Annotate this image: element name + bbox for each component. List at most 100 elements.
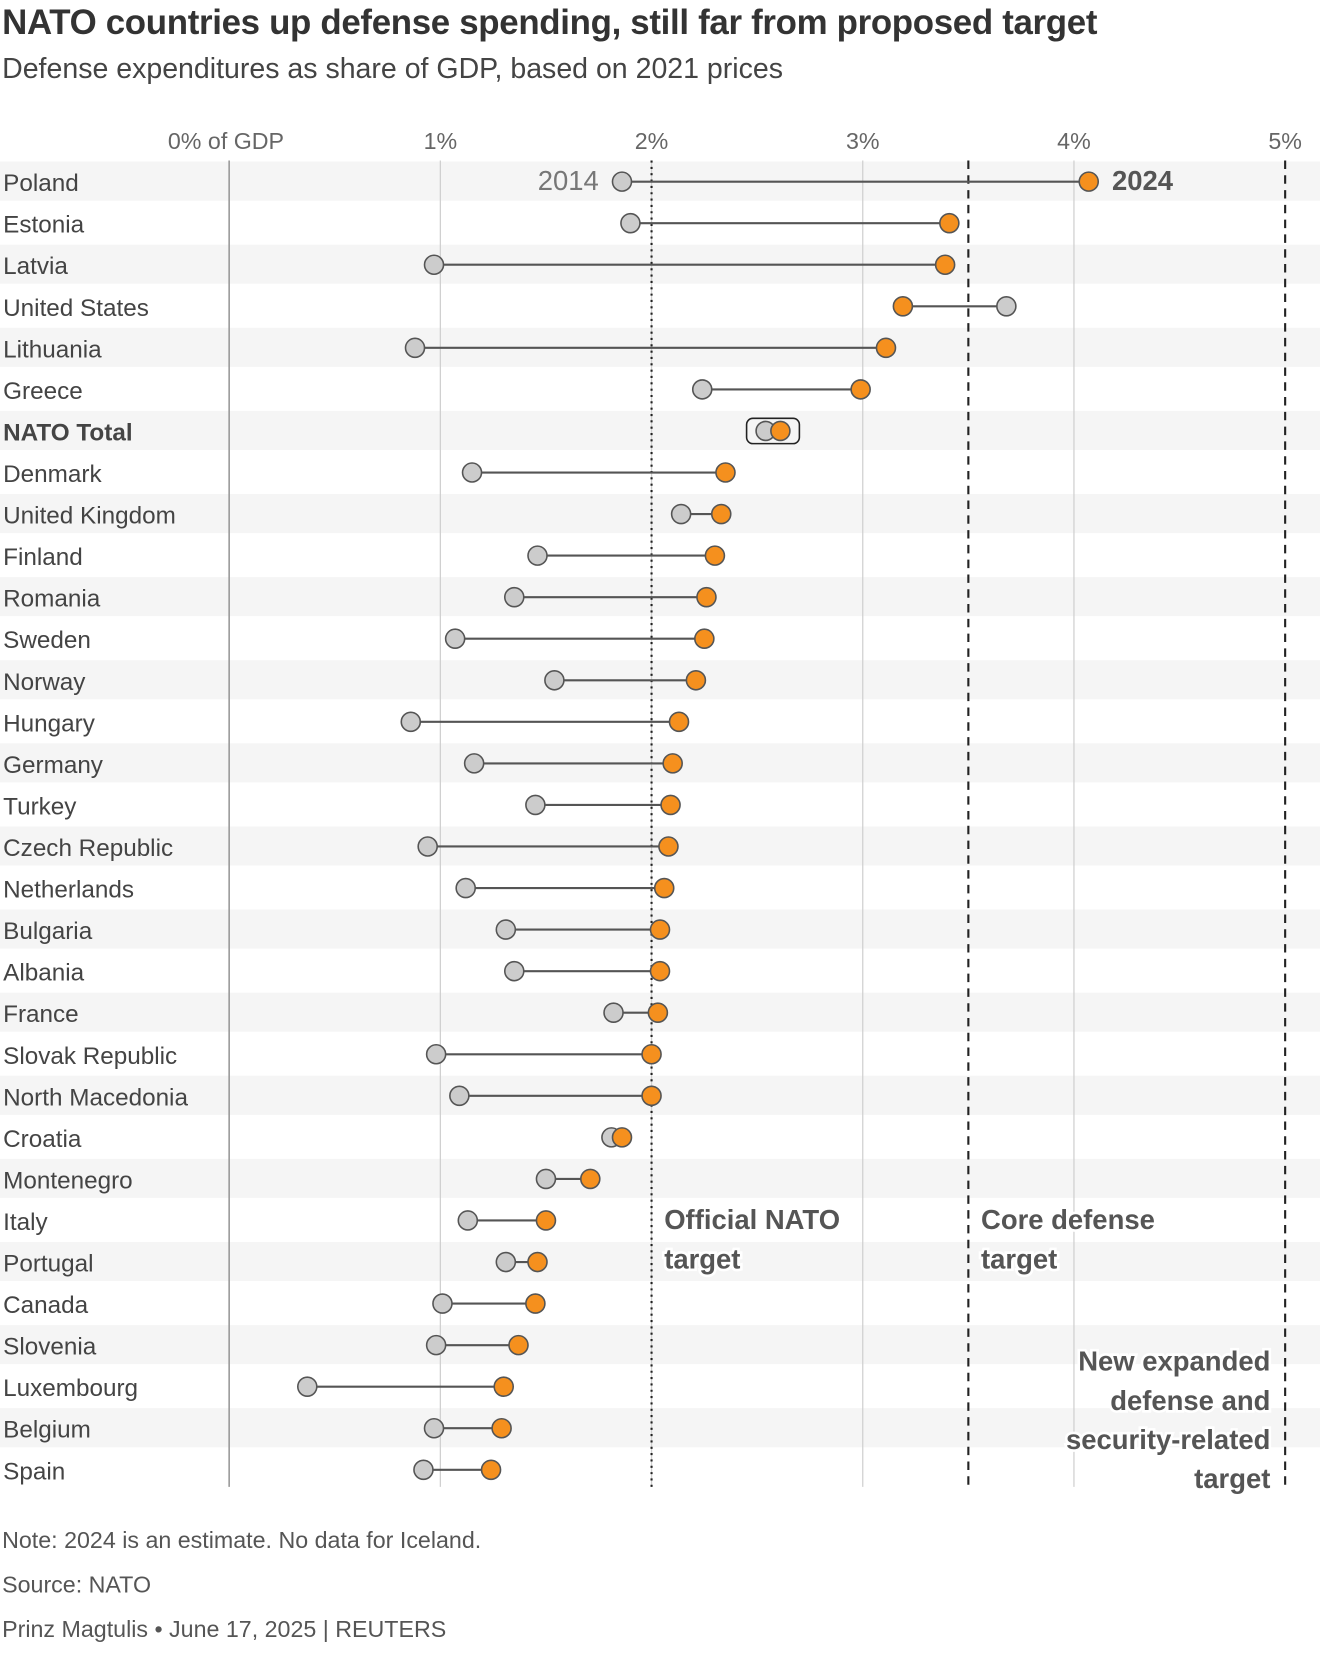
country-label: Sweden xyxy=(3,627,91,654)
country-label: Croatia xyxy=(3,1126,82,1153)
dot-2024 xyxy=(710,503,732,525)
dot-2014 xyxy=(404,337,426,359)
country-label: North Macedonia xyxy=(3,1084,188,1111)
dot-2024 xyxy=(647,1002,669,1023)
reference-line-label: target xyxy=(1194,1463,1270,1494)
dot-2014 xyxy=(503,960,525,982)
dot-2024 xyxy=(668,711,690,733)
dumbbell-chart: 0% of GDP 1% 2% 3% 4% 5% Official NATO target Co… xyxy=(0,127,1320,1494)
row-band xyxy=(0,410,1320,450)
country-label: Greece xyxy=(3,378,83,405)
country-label: Slovak Republic xyxy=(3,1043,177,1070)
country-label: Canada xyxy=(3,1292,89,1319)
dot-2014 xyxy=(620,212,641,234)
dot-2014 xyxy=(495,919,517,940)
country-label: Slovenia xyxy=(3,1334,97,1361)
dot-2024 xyxy=(611,1127,633,1148)
x-tick-label: 4% xyxy=(1057,128,1091,154)
country-label: Denmark xyxy=(3,461,102,488)
dot-2014 xyxy=(425,1043,447,1065)
dot-2024 xyxy=(491,1417,512,1439)
country-label: Albania xyxy=(3,960,84,987)
dot-2014 xyxy=(400,711,422,733)
reference-line-label: defense and xyxy=(1110,1385,1270,1416)
chart-title: NATO countries up defense spending, stil… xyxy=(2,2,1098,42)
dot-2024 xyxy=(660,794,681,816)
dot-2014 xyxy=(603,1002,624,1023)
reference-line-label: Official NATO xyxy=(664,1204,840,1235)
chart-subtitle: Defense expenditures as share of GDP, ba… xyxy=(2,52,783,85)
dot-2014 xyxy=(432,1293,453,1314)
x-tick-label: 2% xyxy=(635,128,669,154)
highlight-box xyxy=(745,417,801,445)
dot-2014 xyxy=(503,586,525,608)
row-band xyxy=(0,1158,1320,1198)
country-label: Luxembourg xyxy=(3,1375,138,1402)
reference-line-label: New expanded xyxy=(1078,1346,1270,1377)
dot-2014 xyxy=(463,753,485,774)
dot-2024 xyxy=(685,669,707,691)
row-band xyxy=(0,493,1320,534)
series-label-2024: 2024 xyxy=(1112,165,1174,196)
country-label: Finland xyxy=(3,544,83,571)
dot-2024 xyxy=(493,1376,515,1397)
dot-2024 xyxy=(939,212,960,234)
country-label: Turkey xyxy=(3,793,77,820)
dot-2024 xyxy=(850,379,871,400)
dot-2024 xyxy=(662,753,683,774)
country-label: Estonia xyxy=(3,212,84,239)
dot-2024 xyxy=(1078,171,1100,192)
dot-2024 xyxy=(641,1085,662,1107)
dot-2024 xyxy=(641,1043,662,1065)
country-label: NATO Total xyxy=(3,419,132,446)
dot-2014 xyxy=(455,877,476,899)
country-label: Norway xyxy=(3,669,86,696)
country-label: Latvia xyxy=(3,253,68,280)
dot-2024 xyxy=(480,1459,502,1481)
dot-2024 xyxy=(653,877,675,899)
row-band xyxy=(0,1325,1320,1365)
country-label: Bulgaria xyxy=(3,918,93,945)
dot-2014 xyxy=(461,462,483,483)
dot-2024 xyxy=(934,254,956,276)
dot-2014 xyxy=(413,1459,434,1481)
dot-2024 xyxy=(649,919,671,940)
country-label: Montenegro xyxy=(3,1167,133,1194)
country-label: Lithuania xyxy=(3,336,102,363)
x-tick-label: 5% xyxy=(1268,128,1302,154)
country-label: Poland xyxy=(3,170,79,197)
country-label: Czech Republic xyxy=(3,835,173,862)
dot-2024 xyxy=(694,628,715,650)
dot-2014 xyxy=(425,1334,447,1356)
dot-2014 xyxy=(495,1251,517,1273)
dot-2014 xyxy=(544,669,565,691)
dot-2014 xyxy=(423,1417,445,1439)
dot-2024 xyxy=(580,1168,601,1190)
country-label: Hungary xyxy=(3,710,96,737)
country-label: Portugal xyxy=(3,1251,93,1278)
country-label: United Kingdom xyxy=(3,503,176,530)
row-band xyxy=(0,1241,1320,1282)
dot-2024 xyxy=(658,836,679,857)
dot-2014 xyxy=(525,794,546,816)
dot-2024 xyxy=(892,295,914,317)
dot-2014 xyxy=(444,628,466,650)
country-label: Netherlands xyxy=(3,877,134,904)
dot-2014 xyxy=(449,1085,470,1107)
dot-2024 xyxy=(770,420,791,442)
note: Note: 2024 is an estimate. No data for I… xyxy=(2,1526,482,1554)
reference-line-label: target xyxy=(664,1243,740,1274)
dot-2024 xyxy=(527,1251,548,1273)
x-tick-label: 0% of GDP xyxy=(168,128,284,154)
reference-line-label: Core defense xyxy=(981,1204,1155,1235)
dot-2014 xyxy=(296,1376,318,1397)
source: Source: NATO xyxy=(2,1571,152,1598)
country-label: Germany xyxy=(3,752,104,779)
dot-2014 xyxy=(423,254,445,276)
country-label: United States xyxy=(3,295,149,322)
dot-2014 xyxy=(691,379,713,400)
reference-line-label: security-related xyxy=(1066,1424,1270,1455)
dot-2024 xyxy=(525,1293,546,1314)
country-label: Romania xyxy=(3,586,101,613)
